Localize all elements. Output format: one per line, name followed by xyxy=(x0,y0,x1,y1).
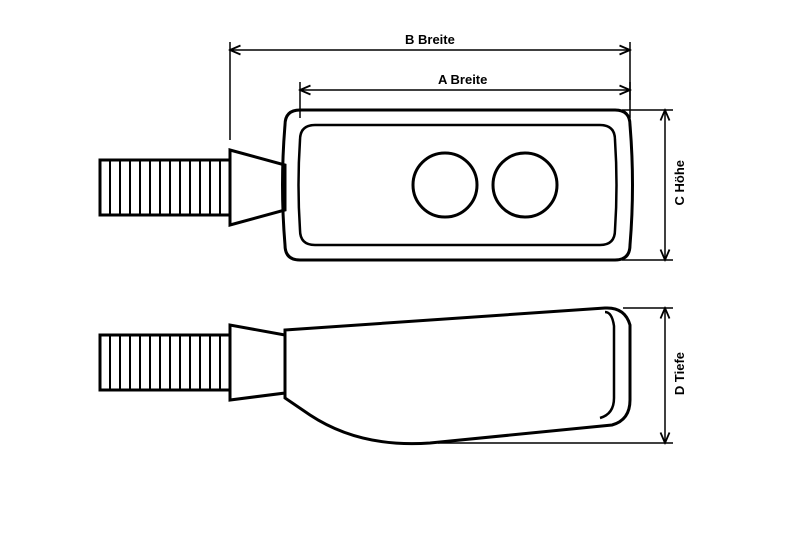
dim-a-breite xyxy=(300,82,630,118)
top-view xyxy=(100,110,633,260)
dim-d-tiefe xyxy=(438,308,673,443)
side-body xyxy=(285,308,630,444)
top-shaft xyxy=(100,160,230,215)
side-view xyxy=(100,308,630,444)
dimensions xyxy=(230,42,673,443)
side-neck xyxy=(230,325,285,400)
top-neck xyxy=(230,150,285,225)
technical-drawing xyxy=(0,0,800,533)
side-lens-edge xyxy=(600,312,614,418)
label-b-breite: B Breite xyxy=(405,32,455,47)
top-body-inner xyxy=(299,125,617,245)
label-a-breite: A Breite xyxy=(438,72,487,87)
label-d-tiefe: D Tiefe xyxy=(672,352,687,395)
side-shaft xyxy=(100,335,230,390)
label-c-hoehe: C Höhe xyxy=(672,160,687,206)
top-body-outer xyxy=(283,110,633,260)
led-circle-right xyxy=(493,153,557,217)
led-circle-left xyxy=(413,153,477,217)
